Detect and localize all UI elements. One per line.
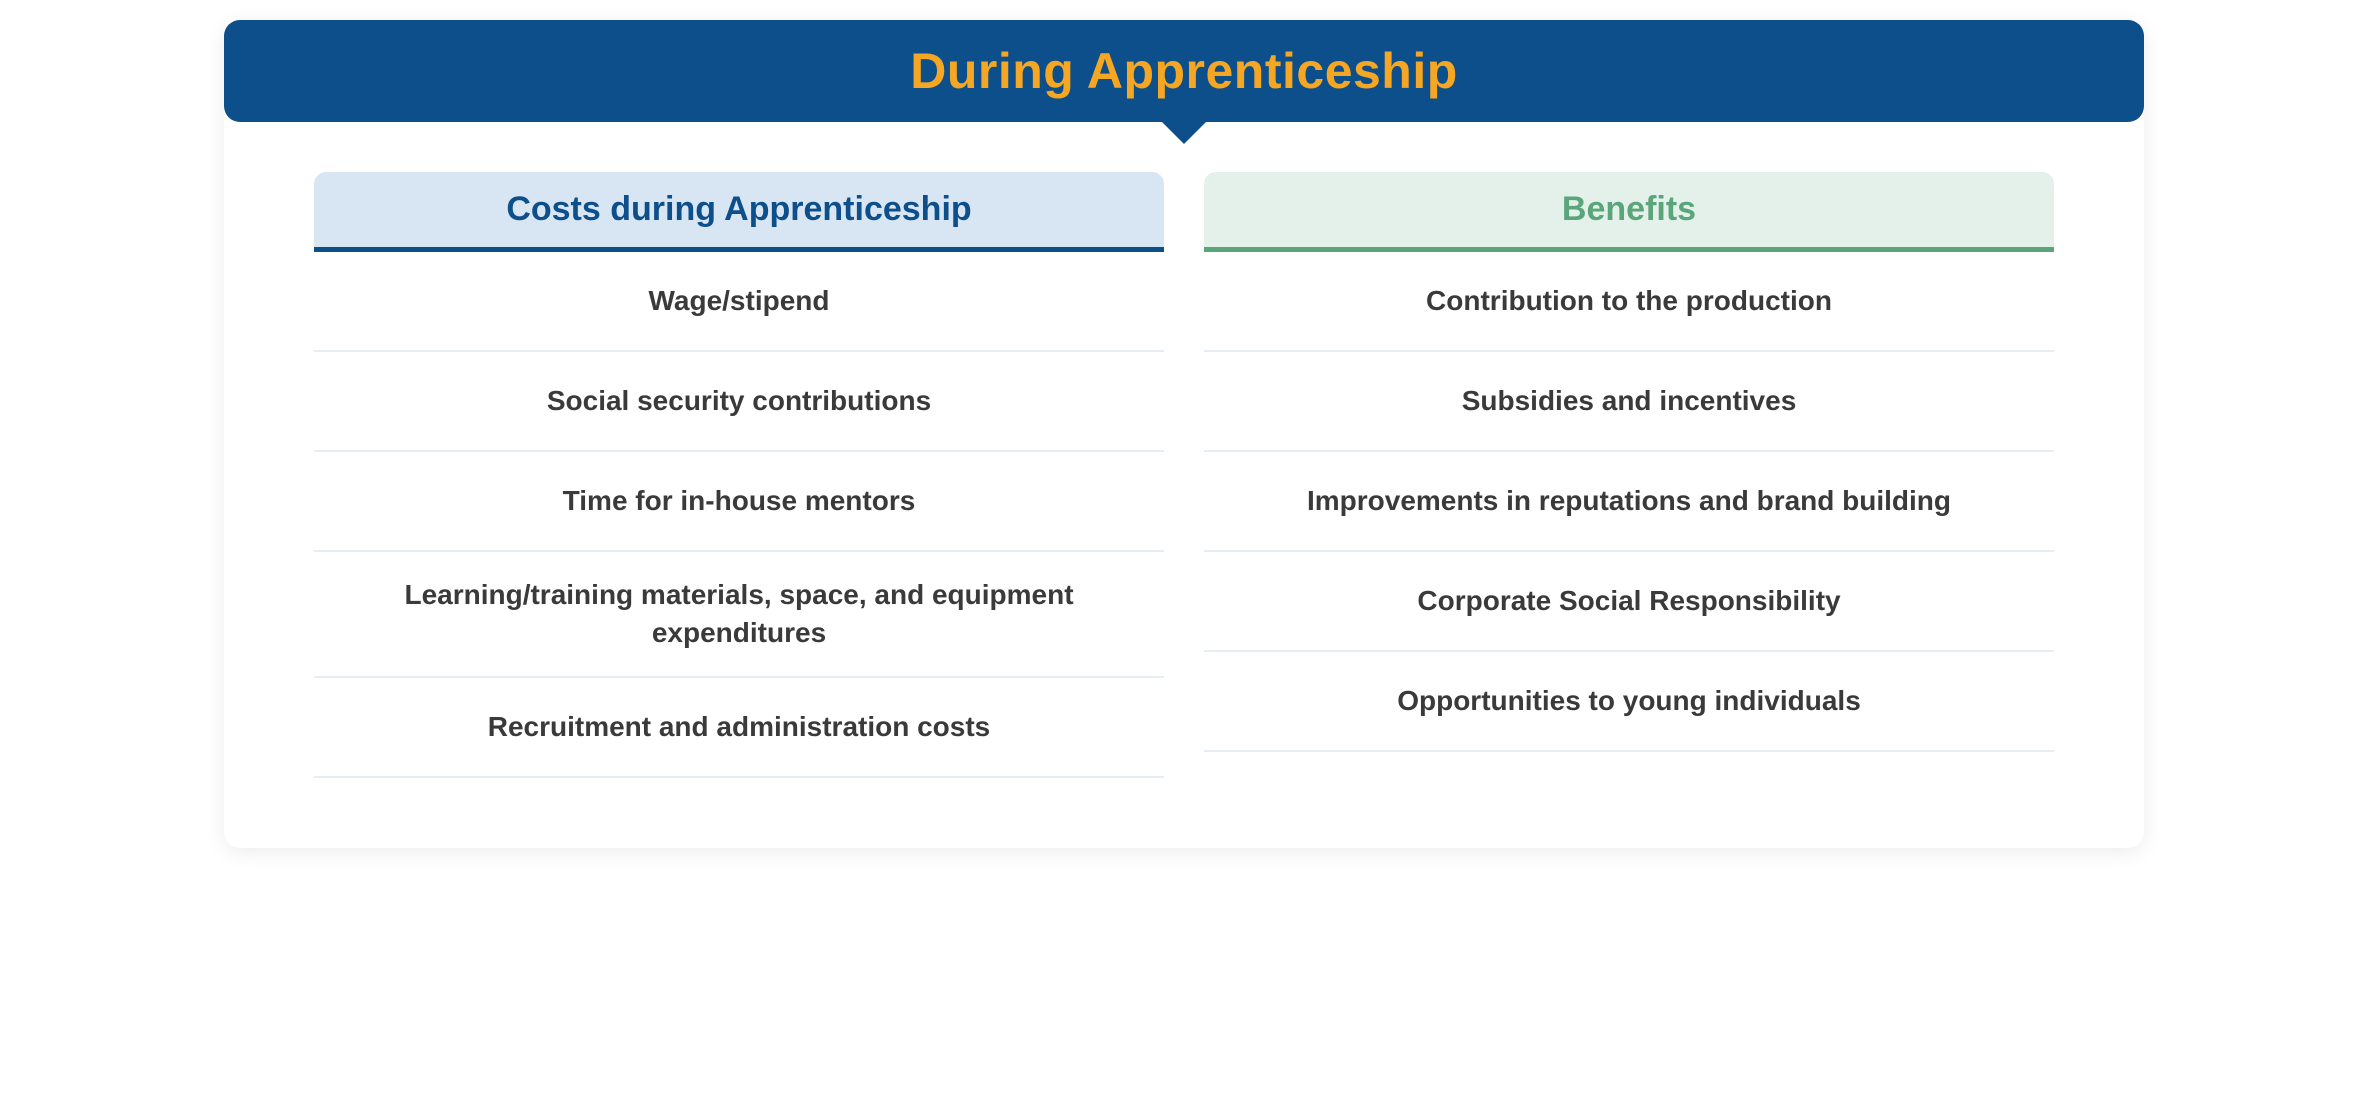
list-item: Contribution to the production — [1204, 252, 2054, 352]
list-item: Improvements in reputations and brand bu… — [1204, 452, 2054, 552]
header-title: During Apprenticeship — [244, 42, 2124, 100]
list-item: Subsidies and incentives — [1204, 352, 2054, 452]
costs-column: Costs during Apprenticeship Wage/stipend… — [314, 172, 1164, 778]
list-item: Learning/training materials, space, and … — [314, 552, 1164, 678]
list-item: Social security contributions — [314, 352, 1164, 452]
list-item: Opportunities to young individuals — [1204, 652, 2054, 752]
costs-header: Costs during Apprenticeship — [314, 172, 1164, 252]
infographic-card: During Apprenticeship Costs during Appre… — [224, 20, 2144, 848]
benefits-column: Benefits Contribution to the production … — [1204, 172, 2054, 778]
list-item: Recruitment and administration costs — [314, 678, 1164, 778]
header-bar: During Apprenticeship — [224, 20, 2144, 122]
list-item: Time for in-house mentors — [314, 452, 1164, 552]
list-item: Wage/stipend — [314, 252, 1164, 352]
benefits-header: Benefits — [1204, 172, 2054, 252]
columns-container: Costs during Apprenticeship Wage/stipend… — [224, 122, 2144, 848]
list-item: Corporate Social Responsibility — [1204, 552, 2054, 652]
header-pointer-icon — [1158, 118, 1210, 144]
